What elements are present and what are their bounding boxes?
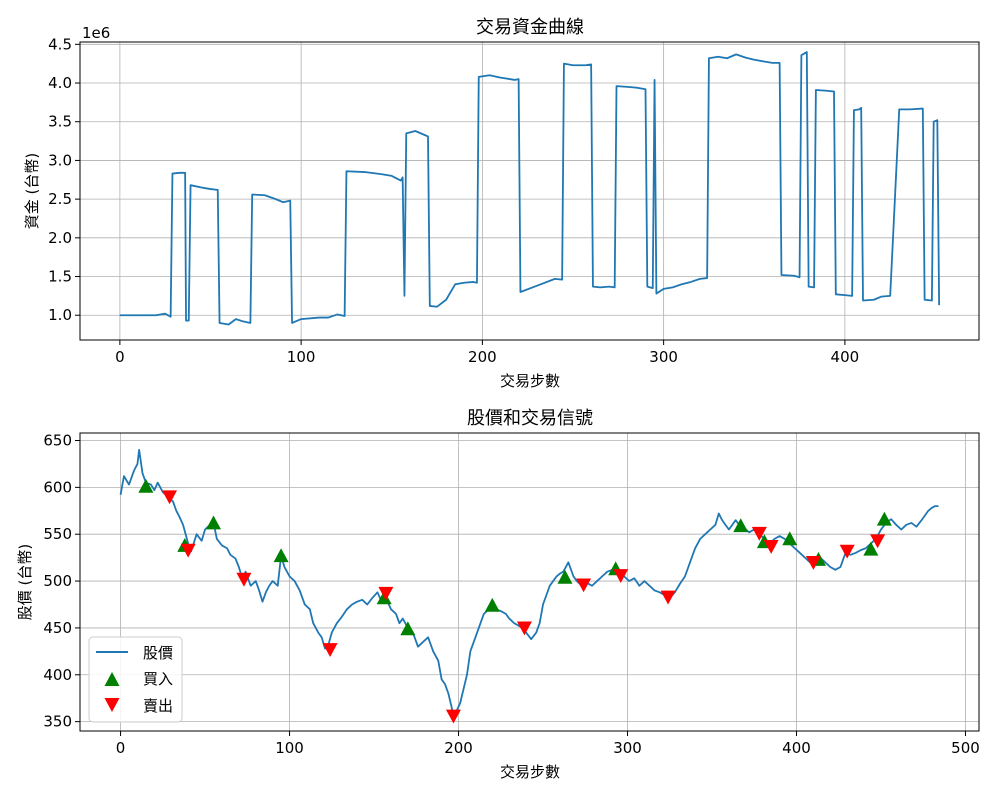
price-plot-frame (79, 432, 980, 732)
equity-grid (80, 42, 979, 340)
price-grid (80, 433, 979, 731)
y-tick-label: 2.0 (48, 229, 72, 247)
price-ticks: 0 100 200 300 400 500 350 400 450 500 550 600 650 (43, 431, 979, 757)
price-legend: 股價 買入 賣出 (88, 636, 183, 723)
x-tick-label: 200 (444, 739, 473, 757)
x-tick-label: 100 (275, 739, 304, 757)
x-tick-label: 500 (951, 739, 980, 757)
x-tick-label: 400 (782, 739, 811, 757)
sell-signal-marker (322, 643, 338, 657)
sell-signal-marker (870, 534, 886, 549)
x-tick-label: 400 (831, 348, 860, 366)
buy-signal-marker (138, 478, 154, 493)
price-y-axis-label: 股價 (台幣) (16, 544, 34, 620)
legend-label-buy: 買入 (143, 670, 173, 688)
buy-signal-marker (557, 569, 573, 584)
sell-signal-marker (613, 569, 629, 583)
y-tick-label: 400 (43, 666, 72, 684)
y-tick-label: 600 (43, 478, 72, 496)
y-tick-label: 650 (43, 431, 72, 449)
sell-signal-marker (660, 590, 676, 605)
buy-signal-marker (206, 515, 221, 530)
x-tick-label: 200 (468, 348, 497, 366)
x-tick-label: 0 (116, 739, 126, 757)
x-tick-label: 100 (287, 348, 316, 366)
y-tick-label: 500 (43, 572, 72, 590)
sell-signal-marker (751, 526, 767, 541)
sell-signal-marker (236, 572, 252, 587)
y-tick-label: 450 (43, 619, 72, 637)
x-tick-label: 300 (613, 739, 642, 757)
equity-plot-frame (79, 41, 980, 341)
legend-sell-marker (104, 698, 120, 712)
sell-signal-marker (576, 578, 592, 593)
equity-series (119, 51, 941, 326)
buy-signal-marker (273, 548, 289, 563)
y-tick-label: 4.5 (48, 35, 72, 53)
legend-buy-marker (104, 672, 120, 686)
equity-x-axis-label: 交易步數 (500, 372, 560, 390)
legend-label-price: 股價 (143, 644, 173, 662)
x-tick-label: 0 (115, 348, 125, 366)
buy-signal-marker (733, 518, 749, 533)
buy-signal-marker (400, 621, 416, 636)
sell-signal-marker (180, 543, 196, 558)
y-tick-label: 3.5 (48, 113, 72, 131)
sell-signal-marker (516, 621, 532, 636)
equity-offset-text: 1e6 (82, 24, 110, 42)
buy-signal-marker (863, 541, 879, 556)
price-series (119, 448, 939, 724)
sell-signal-marker (162, 490, 178, 505)
price-chart-title: 股價和交易信號 (467, 408, 593, 429)
price-signal-subplot: 股價和交易信號 0 100 200 300 400 500 350 400 450 500 550 6… (16, 408, 980, 781)
sell-signal-marker (805, 555, 821, 570)
y-tick-label: 1.5 (48, 268, 72, 286)
y-tick-label: 2.5 (48, 190, 72, 208)
y-tick-label: 350 (43, 713, 72, 731)
sell-signal-marker (839, 544, 855, 559)
equity-y-axis-label: 資金 (台幣) (23, 153, 41, 229)
sell-signal-marker (763, 540, 779, 554)
sell-signal-marker (378, 586, 394, 601)
buy-signal-marker (876, 511, 892, 526)
equity-chart-title: 交易資金曲線 (476, 17, 584, 38)
x-tick-label: 300 (649, 348, 678, 366)
y-tick-label: 1.0 (48, 306, 72, 324)
equity-curve-subplot: 交易資金曲線 1e6 0 100 200 300 400 1.0 1.5 2.0 2.5 3.0 3… (23, 17, 980, 390)
buy-signal-marker (782, 531, 798, 546)
equity-curve-line (119, 51, 941, 326)
buy-signal-marker (484, 597, 500, 612)
y-tick-label: 550 (43, 525, 72, 543)
y-tick-label: 4.0 (48, 74, 72, 92)
sell-signal-marker (445, 709, 461, 724)
equity-ticks: 0 100 200 300 400 1.0 1.5 2.0 2.5 3.0 3.5 4.0 4.5 (48, 35, 859, 366)
y-tick-label: 3.0 (48, 151, 72, 169)
legend-label-sell: 賣出 (143, 697, 173, 715)
price-x-axis-label: 交易步數 (500, 763, 560, 781)
